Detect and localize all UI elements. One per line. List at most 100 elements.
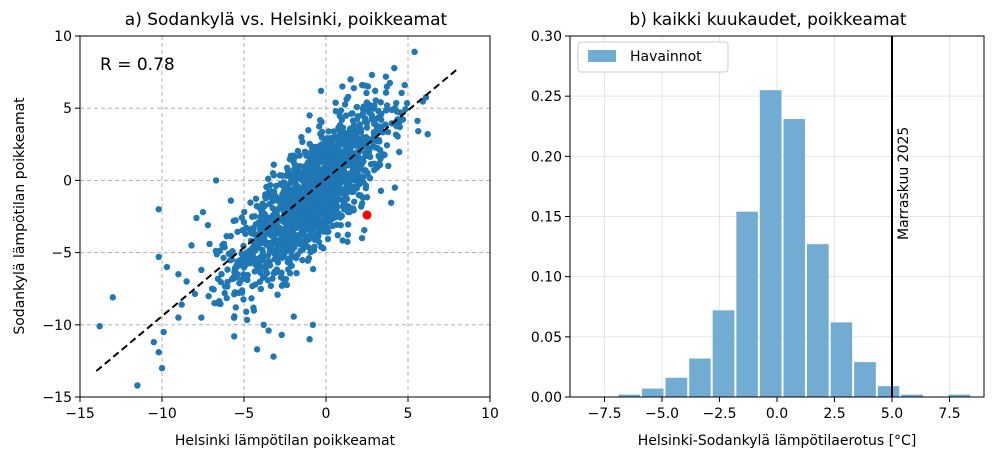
scatter-point xyxy=(342,112,350,119)
scatter-point xyxy=(282,195,289,202)
scatter-point xyxy=(155,253,162,261)
scatter-point xyxy=(290,235,297,243)
scatter-point xyxy=(335,189,342,197)
scatter-point xyxy=(302,205,309,212)
scatter-point xyxy=(316,123,323,130)
histogram-bar xyxy=(618,394,641,397)
scatter-point xyxy=(349,110,356,117)
scatter-point xyxy=(213,251,221,258)
scatter-point xyxy=(158,364,166,372)
scatter-point xyxy=(261,202,268,210)
panel-a-x-axis: −15 −10 −5 0 5 10 xyxy=(65,397,499,422)
scatter-point xyxy=(316,177,324,184)
scatter-point xyxy=(270,353,277,360)
scatter-point xyxy=(306,112,313,119)
scatter-point xyxy=(331,214,339,221)
scatter-point xyxy=(366,153,374,161)
panel-b-vertical-line-label: Marraskuu 2025 xyxy=(896,127,912,240)
scatter-point xyxy=(218,270,225,278)
scatter-point xyxy=(241,208,248,216)
scatter-point xyxy=(251,260,259,267)
x-tick-label: −5 xyxy=(234,406,255,422)
scatter-point xyxy=(370,129,378,136)
scatter-point xyxy=(396,123,403,131)
x-tick-label: 0.0 xyxy=(766,406,788,422)
scatter-point xyxy=(338,158,345,165)
scatter-point xyxy=(361,226,368,234)
scatter-point xyxy=(289,199,296,206)
panel-a-r-annotation: R = 0.78 xyxy=(100,55,175,75)
scatter-point xyxy=(134,382,141,389)
scatter-point xyxy=(321,136,329,143)
scatter-point xyxy=(356,156,364,164)
scatter-point xyxy=(333,134,341,141)
scatter-point xyxy=(350,188,357,195)
scatter-point xyxy=(350,84,358,92)
scatter-point xyxy=(286,204,294,211)
scatter-point xyxy=(371,144,379,151)
scatter-point xyxy=(342,139,349,146)
scatter-point xyxy=(249,244,256,252)
y-tick-label: 0.15 xyxy=(531,210,562,226)
panel-a-scatter: a) Sodankylä vs. Helsinki, poikkeamat −1… xyxy=(12,10,499,449)
scatter-point xyxy=(232,304,239,311)
scatter-point xyxy=(315,147,322,154)
scatter-point xyxy=(344,93,352,101)
scatter-point xyxy=(150,338,157,346)
scatter-point xyxy=(363,89,370,97)
scatter-point xyxy=(270,233,277,240)
scatter-point xyxy=(335,139,343,146)
y-tick-label: 0.25 xyxy=(531,89,562,105)
scatter-point xyxy=(221,289,228,297)
scatter-point xyxy=(280,203,288,211)
scatter-point xyxy=(277,235,285,242)
scatter-point xyxy=(382,89,390,96)
scatter-point xyxy=(310,213,318,220)
scatter-point xyxy=(382,73,390,80)
scatter-point xyxy=(344,231,351,238)
scatter-point xyxy=(377,99,384,106)
scatter-point xyxy=(339,83,346,90)
panel-b-x-axis: −7.5 −5.0 −2.5 0.0 2.5 5.0 7.5 xyxy=(588,397,961,422)
y-tick-label: 5 xyxy=(63,101,72,117)
histogram-bar xyxy=(877,386,900,397)
scatter-point xyxy=(289,187,296,194)
scatter-point xyxy=(287,152,294,160)
scatter-point xyxy=(280,227,287,234)
scatter-point xyxy=(243,308,250,315)
scatter-point xyxy=(363,99,371,106)
scatter-point xyxy=(317,189,325,196)
scatter-point xyxy=(338,149,346,157)
scatter-point xyxy=(324,215,331,223)
histogram-bar xyxy=(689,358,711,397)
scatter-point xyxy=(234,228,241,235)
scatter-point xyxy=(253,346,261,353)
scatter-point xyxy=(391,64,398,72)
histogram-bar xyxy=(854,362,876,397)
scatter-point xyxy=(279,274,286,282)
scatter-point xyxy=(264,216,271,223)
scatter-point xyxy=(376,146,384,154)
scatter-point xyxy=(280,218,287,226)
scatter-point xyxy=(376,161,384,169)
scatter-point xyxy=(308,178,316,185)
scatter-point xyxy=(372,97,379,104)
scatter-point xyxy=(272,193,279,200)
panel-a-outliers xyxy=(96,48,431,389)
panel-a-y-label: Sodankylä lämpötilan poikkeamat xyxy=(12,97,28,335)
scatter-point xyxy=(320,197,327,204)
scatter-point xyxy=(296,152,303,159)
scatter-point xyxy=(284,166,292,174)
scatter-point xyxy=(155,206,162,213)
scatter-point xyxy=(234,271,241,278)
scatter-point xyxy=(266,258,273,265)
scatter-point xyxy=(357,192,364,199)
scatter-point xyxy=(278,182,286,189)
histogram-bar xyxy=(948,394,971,397)
panel-b-y-axis: 0.00 0.05 0.10 0.15 0.20 0.25 0.30 xyxy=(531,29,570,406)
scatter-point xyxy=(259,248,266,256)
scatter-point xyxy=(306,224,313,232)
scatter-point xyxy=(269,228,277,235)
scatter-point xyxy=(321,167,329,174)
scatter-point xyxy=(233,263,240,271)
